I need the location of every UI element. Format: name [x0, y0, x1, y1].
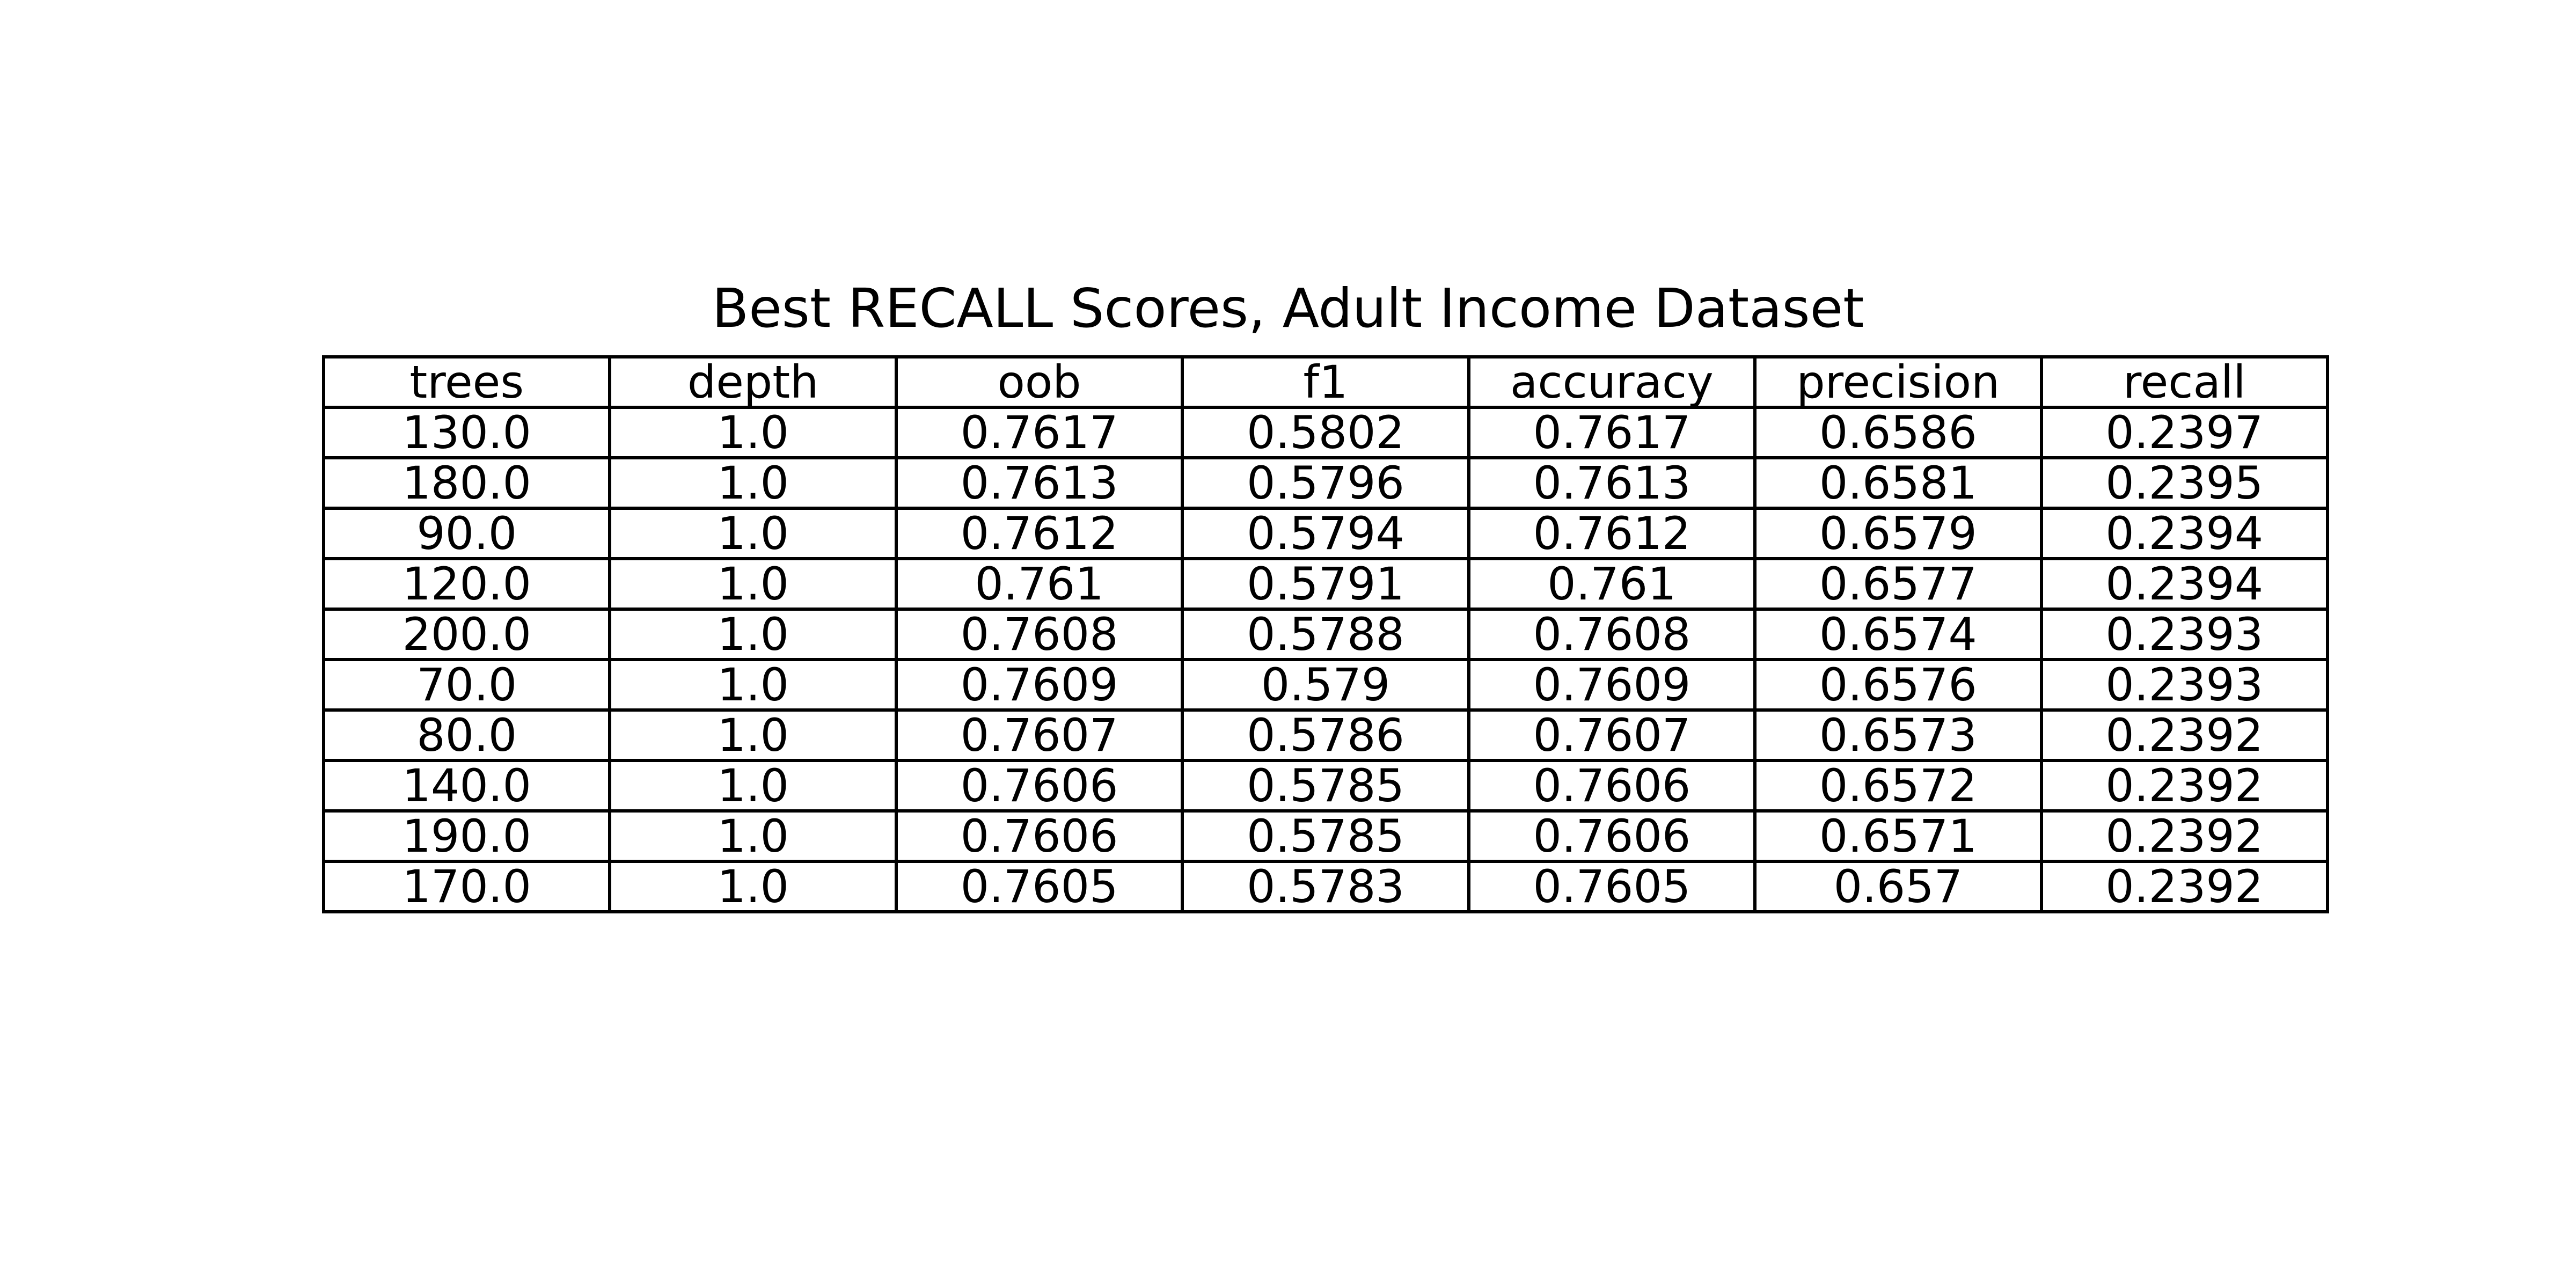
cell-depth: 1.0 [608, 658, 898, 712]
cell-oob: 0.7617 [894, 406, 1184, 459]
cell-precision: 0.6581 [1753, 456, 2043, 510]
cell-oob: 0.7606 [894, 759, 1184, 813]
table-row: 170.0 1.0 0.7605 0.5783 0.7605 0.657 0.2392 [321, 860, 2330, 913]
chart-title: Best RECALL Scores, Adult Income Dataset [712, 277, 1864, 340]
cell-recall: 0.2392 [2039, 759, 2330, 813]
cell-oob: 0.761 [894, 557, 1184, 611]
cell-precision: 0.6572 [1753, 759, 2043, 813]
cell-f1: 0.5802 [1181, 406, 1470, 459]
cell-recall: 0.2392 [2039, 708, 2330, 762]
cell-depth: 1.0 [608, 557, 898, 611]
cell-recall: 0.2392 [2039, 809, 2330, 863]
cell-recall: 0.2395 [2039, 456, 2330, 510]
cell-depth: 1.0 [608, 759, 898, 813]
cell-precision: 0.6571 [1753, 809, 2043, 863]
cell-precision: 0.6573 [1753, 708, 2043, 762]
cell-depth: 1.0 [608, 456, 898, 510]
column-header-precision: precision [1753, 355, 2043, 409]
cell-depth: 1.0 [608, 708, 898, 762]
table-row: 70.0 1.0 0.7609 0.579 0.7609 0.6576 0.2393 [321, 658, 2330, 712]
cell-depth: 1.0 [608, 608, 898, 661]
cell-accuracy: 0.7605 [1467, 860, 1757, 913]
cell-oob: 0.7609 [894, 658, 1184, 712]
column-header-accuracy: accuracy [1467, 355, 1757, 409]
cell-accuracy: 0.7613 [1467, 456, 1757, 510]
column-header-trees: trees [321, 355, 612, 409]
cell-accuracy: 0.7612 [1467, 507, 1757, 560]
table-row: 80.0 1.0 0.7607 0.5786 0.7607 0.6573 0.2392 [321, 708, 2330, 762]
cell-trees: 90.0 [321, 507, 612, 560]
cell-accuracy: 0.7606 [1467, 809, 1757, 863]
table-body: 130.0 1.0 0.7617 0.5802 0.7617 0.6586 0.2397 18… [321, 406, 2330, 913]
cell-trees: 120.0 [321, 557, 612, 611]
cell-trees: 70.0 [321, 658, 612, 712]
cell-trees: 130.0 [321, 406, 612, 459]
cell-f1: 0.5785 [1181, 809, 1470, 863]
table-row: 130.0 1.0 0.7617 0.5802 0.7617 0.6586 0.2397 [321, 406, 2330, 459]
header-row: trees depth oob f1 accuracy precision recall [321, 355, 2330, 409]
cell-trees: 140.0 [321, 759, 612, 813]
cell-precision: 0.6579 [1753, 507, 2043, 560]
cell-recall: 0.2397 [2039, 406, 2330, 459]
cell-recall: 0.2393 [2039, 658, 2330, 712]
column-header-recall: recall [2039, 355, 2330, 409]
table-row: 190.0 1.0 0.7606 0.5785 0.7606 0.6571 0.2392 [321, 809, 2330, 863]
cell-recall: 0.2392 [2039, 860, 2330, 913]
table-row: 140.0 1.0 0.7606 0.5785 0.7606 0.6572 0.2392 [321, 759, 2330, 813]
cell-accuracy: 0.7606 [1467, 759, 1757, 813]
cell-trees: 180.0 [321, 456, 612, 510]
cell-oob: 0.7605 [894, 860, 1184, 913]
cell-depth: 1.0 [608, 507, 898, 560]
cell-trees: 80.0 [321, 708, 612, 762]
cell-accuracy: 0.761 [1467, 557, 1757, 611]
table-row: 90.0 1.0 0.7612 0.5794 0.7612 0.6579 0.2394 [321, 507, 2330, 560]
cell-recall: 0.2393 [2039, 608, 2330, 661]
cell-depth: 1.0 [608, 809, 898, 863]
cell-f1: 0.5788 [1181, 608, 1470, 661]
cell-oob: 0.7608 [894, 608, 1184, 661]
cell-precision: 0.6574 [1753, 608, 2043, 661]
cell-accuracy: 0.7617 [1467, 406, 1757, 459]
cell-depth: 1.0 [608, 860, 898, 913]
table-header: trees depth oob f1 accuracy precision recall [321, 355, 2330, 409]
column-header-depth: depth [608, 355, 898, 409]
cell-oob: 0.7607 [894, 708, 1184, 762]
cell-f1: 0.5786 [1181, 708, 1470, 762]
cell-f1: 0.5785 [1181, 759, 1470, 813]
cell-accuracy: 0.7608 [1467, 608, 1757, 661]
cell-oob: 0.7606 [894, 809, 1184, 863]
table-row: 180.0 1.0 0.7613 0.5796 0.7613 0.6581 0.2395 [321, 456, 2330, 510]
cell-f1: 0.579 [1181, 658, 1470, 712]
cell-precision: 0.6586 [1753, 406, 2043, 459]
cell-trees: 200.0 [321, 608, 612, 661]
cell-f1: 0.5791 [1181, 557, 1470, 611]
cell-oob: 0.7613 [894, 456, 1184, 510]
cell-recall: 0.2394 [2039, 507, 2330, 560]
cell-trees: 170.0 [321, 860, 612, 913]
cell-oob: 0.7612 [894, 507, 1184, 560]
cell-depth: 1.0 [608, 406, 898, 459]
table-row: 200.0 1.0 0.7608 0.5788 0.7608 0.6574 0.2393 [321, 608, 2330, 661]
column-header-oob: oob [894, 355, 1184, 409]
table-row: 120.0 1.0 0.761 0.5791 0.761 0.6577 0.2394 [321, 557, 2330, 611]
cell-f1: 0.5783 [1181, 860, 1470, 913]
cell-accuracy: 0.7607 [1467, 708, 1757, 762]
cell-f1: 0.5794 [1181, 507, 1470, 560]
cell-precision: 0.657 [1753, 860, 2043, 913]
cell-precision: 0.6577 [1753, 557, 2043, 611]
cell-f1: 0.5796 [1181, 456, 1470, 510]
cell-precision: 0.6576 [1753, 658, 2043, 712]
column-header-f1: f1 [1181, 355, 1470, 409]
cell-recall: 0.2394 [2039, 557, 2330, 611]
cell-accuracy: 0.7609 [1467, 658, 1757, 712]
cell-trees: 190.0 [321, 809, 612, 863]
scores-table: trees depth oob f1 accuracy precision recall 1… [321, 355, 2330, 913]
